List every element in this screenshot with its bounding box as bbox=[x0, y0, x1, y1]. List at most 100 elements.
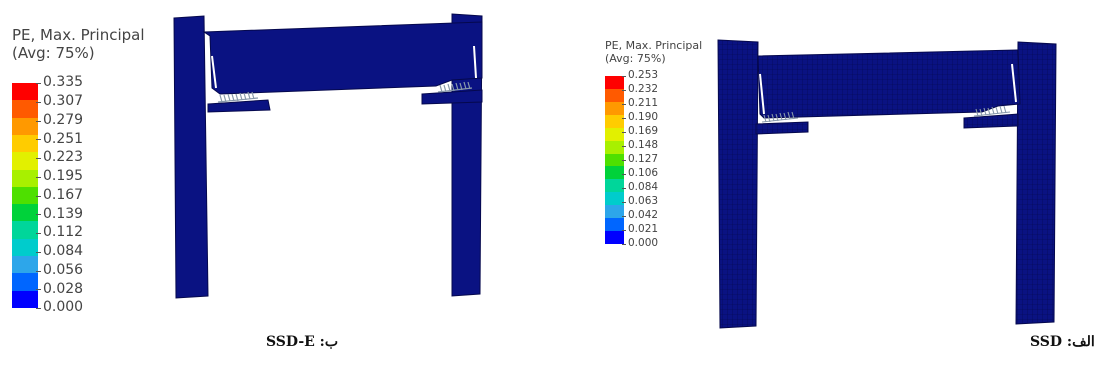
left-legend-tick bbox=[36, 308, 41, 309]
left-legend-color-bar bbox=[12, 83, 38, 309]
left-legend-tick bbox=[36, 101, 41, 103]
right-frame-left-spring bbox=[761, 111, 799, 123]
left-legend-value: 0.335 bbox=[43, 74, 84, 91]
right-frame-left-column bbox=[717, 39, 759, 329]
right-legend-tick bbox=[622, 90, 626, 91]
left-frame-left-column bbox=[173, 15, 209, 299]
right-legend-tick bbox=[622, 132, 626, 133]
right-legend-value: 0.042 bbox=[628, 209, 659, 222]
right-legend-swatch bbox=[605, 88, 624, 103]
left-frame-right-gap bbox=[473, 45, 477, 79]
left-legend-value: 0.167 bbox=[43, 186, 84, 203]
left-legend-tick bbox=[36, 120, 41, 122]
right-legend-value: 0.253 bbox=[628, 69, 659, 82]
right-legend-swatch bbox=[605, 179, 624, 193]
left-frame-right-column bbox=[451, 13, 483, 297]
left-legend-title-line1: PE, Max. Principal bbox=[12, 26, 145, 44]
left-legend-tick bbox=[36, 139, 41, 141]
right-frame-left-seat bbox=[755, 121, 809, 135]
left-legend-swatch bbox=[12, 204, 38, 222]
right-legend-value: 0.000 bbox=[628, 237, 659, 250]
left-legend-value: 0.251 bbox=[43, 130, 84, 147]
left-legend-swatch bbox=[12, 83, 38, 101]
right-legend-value: 0.190 bbox=[628, 111, 659, 124]
right-legend-tick bbox=[622, 188, 626, 189]
left-legend-tick bbox=[36, 195, 41, 197]
right-legend-tick bbox=[622, 76, 626, 77]
right-legend-value: 0.063 bbox=[628, 195, 659, 208]
left-legend-value: 0.056 bbox=[43, 261, 84, 278]
right-legend-tick bbox=[622, 146, 626, 147]
right-legend-swatch bbox=[605, 114, 624, 129]
right-frame-right-gap bbox=[1011, 63, 1017, 103]
right-legend-tick bbox=[622, 244, 626, 245]
left-legend-value: 0.112 bbox=[43, 224, 84, 241]
left-legend-value: 0.139 bbox=[43, 205, 84, 222]
right-frame-right-spring bbox=[973, 105, 1011, 117]
left-frame-beam bbox=[202, 21, 483, 95]
right-legend-value: 0.106 bbox=[628, 167, 659, 180]
left-legend-tick bbox=[36, 214, 41, 216]
left-legend-swatch bbox=[12, 273, 38, 292]
right-legend-swatch bbox=[605, 205, 624, 219]
right-legend-value: 0.127 bbox=[628, 153, 659, 166]
left-frame-left-seat bbox=[207, 99, 271, 113]
left-legend-value: 0.279 bbox=[43, 111, 84, 128]
left-legend-title-line2: (Avg: 75%) bbox=[12, 43, 95, 62]
left-legend-swatch bbox=[12, 290, 38, 309]
right-legend-swatch bbox=[605, 153, 624, 167]
left-legend-swatch bbox=[12, 117, 38, 136]
left-legend-tick bbox=[36, 289, 41, 291]
right-legend-value: 0.148 bbox=[628, 139, 659, 152]
right-legend-color-bar bbox=[605, 76, 624, 245]
left-legend-tick bbox=[36, 83, 41, 84]
right-legend-swatch bbox=[605, 218, 624, 232]
right-frame-right-seat bbox=[963, 113, 1019, 129]
right-legend-swatch bbox=[605, 76, 624, 90]
right-legend-value: 0.021 bbox=[628, 223, 659, 236]
right-legend-value: 0.211 bbox=[628, 97, 659, 110]
right-legend-title-line1: PE, Max. Principal bbox=[605, 39, 703, 52]
left-legend-swatch bbox=[12, 221, 38, 240]
right-legend-swatch bbox=[605, 127, 624, 142]
right-legend-title-line2: (Avg: 75%) bbox=[605, 51, 666, 65]
right-caption: الف: SSD bbox=[1030, 334, 1095, 350]
right-legend-tick bbox=[622, 104, 626, 105]
left-legend-swatch bbox=[12, 100, 38, 119]
left-legend-title: PE, Max. Principal (Avg: 75%) bbox=[12, 26, 145, 62]
right-legend-value: 0.232 bbox=[628, 83, 659, 96]
right-frame-left-gap bbox=[759, 73, 765, 115]
right-legend-swatch bbox=[605, 231, 624, 245]
left-legend-swatch bbox=[12, 152, 38, 171]
left-legend-value: 0.223 bbox=[43, 149, 84, 166]
right-legend-tick bbox=[622, 174, 626, 175]
right-legend-swatch bbox=[605, 140, 624, 155]
left-legend-value: 0.195 bbox=[43, 168, 84, 185]
right-legend-tick bbox=[622, 118, 626, 119]
left-legend-value: 0.028 bbox=[43, 280, 84, 297]
left-legend-swatch bbox=[12, 134, 38, 153]
right-legend-tick bbox=[622, 230, 626, 231]
left-legend-value: 0.000 bbox=[43, 299, 84, 316]
left-legend-tick bbox=[36, 176, 41, 178]
right-legend-value: 0.084 bbox=[628, 181, 659, 194]
right-legend-title: PE, Max. Principal (Avg: 75%) bbox=[605, 39, 703, 66]
left-frame-right-spring bbox=[437, 81, 473, 93]
left-legend-tick bbox=[36, 251, 41, 253]
right-legend-value: 0.169 bbox=[628, 125, 659, 138]
right-legend-tick bbox=[622, 202, 626, 203]
right-legend-tick bbox=[622, 216, 626, 217]
right-frame-right-column bbox=[1015, 41, 1057, 325]
left-caption: ب: SSD-E bbox=[266, 334, 339, 350]
left-legend-tick bbox=[36, 158, 41, 159]
left-legend-swatch bbox=[12, 169, 38, 188]
right-frame-beam bbox=[757, 49, 1021, 119]
right-legend-swatch bbox=[605, 166, 624, 180]
left-legend-swatch bbox=[12, 238, 38, 257]
left-frame-right-seat bbox=[421, 89, 483, 105]
right-legend-tick bbox=[622, 160, 626, 161]
left-legend-value: 0.307 bbox=[43, 93, 84, 110]
right-legend-swatch bbox=[605, 101, 624, 116]
left-legend-swatch bbox=[12, 256, 38, 274]
left-legend-swatch bbox=[12, 186, 38, 205]
